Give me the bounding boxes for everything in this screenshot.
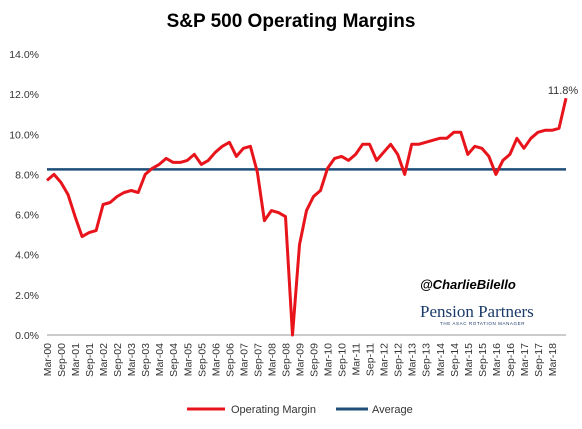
x-tick-label: Mar-12 — [379, 343, 391, 376]
watermark-logo-subtitle: THE ASAC ROTATION MANAGER — [440, 321, 525, 326]
watermark-logo: Pension Partners — [420, 302, 534, 321]
last-value-annotation: 11.8% — [548, 85, 579, 97]
x-tick-label: Sep-09 — [309, 343, 321, 377]
x-tick-label: Mar-14 — [435, 343, 447, 376]
y-axis: 0.0% 2.0% 4.0% 6.0% 8.0% 10.0% 12.0% 14.0% — [9, 49, 39, 342]
y-tick-label: 6.0% — [15, 210, 39, 222]
x-tick-label: Mar-16 — [491, 343, 503, 376]
x-tick-label: Mar-10 — [323, 343, 335, 376]
x-tick-label: Mar-17 — [519, 343, 531, 376]
legend-label-average: Average — [372, 404, 413, 416]
x-tick-label: Sep-12 — [393, 343, 405, 377]
x-tick-label: Mar-18 — [547, 343, 559, 376]
x-tick-label: Sep-02 — [112, 343, 124, 377]
x-tick-label: Sep-16 — [505, 343, 517, 377]
x-tick-label: Sep-11 — [365, 343, 377, 376]
x-tick-label: Mar-15 — [463, 343, 475, 376]
y-tick-label: 8.0% — [15, 169, 39, 181]
x-tick-label: Sep-00 — [56, 343, 68, 377]
x-tick-label: Mar-03 — [126, 343, 138, 376]
operating-margin-line — [46, 97, 568, 337]
x-tick-label: Sep-15 — [477, 343, 489, 377]
y-tick-label: 0.0% — [15, 330, 39, 342]
y-tick-label: 10.0% — [9, 129, 39, 141]
x-tick-label: Sep-10 — [337, 343, 349, 377]
x-tick-label: Mar-00 — [42, 343, 54, 376]
y-tick-label: 14.0% — [9, 49, 39, 61]
x-tick-label: Sep-01 — [84, 343, 96, 377]
x-tick-label: Mar-06 — [210, 343, 222, 376]
x-tick-label: Mar-04 — [154, 343, 166, 376]
x-tick-label: Sep-03 — [140, 343, 152, 377]
x-tick-label: Mar-05 — [182, 343, 194, 376]
legend: Operating Margin Average — [187, 404, 413, 416]
x-axis: Mar-00 Sep-00 Mar-01 Sep-01 Mar-02 Sep-02 Mar-… — [42, 343, 559, 377]
legend-label-operating-margin: Operating Margin — [231, 404, 316, 416]
x-tick-label: Sep-04 — [168, 343, 180, 377]
x-tick-label: Sep-07 — [252, 343, 264, 377]
x-tick-label: Sep-17 — [533, 343, 545, 377]
x-tick-label: Sep-05 — [196, 343, 208, 377]
watermark: @CharlieBilello Pension Partners THE ASA… — [420, 277, 534, 326]
x-tick-label: Mar-02 — [98, 343, 110, 376]
y-tick-label: 12.0% — [9, 89, 39, 101]
x-tick-label: Mar-09 — [294, 343, 306, 376]
x-tick-label: Sep-06 — [224, 343, 236, 377]
watermark-handle: @CharlieBilello — [420, 277, 516, 292]
x-tick-label: Sep-14 — [449, 343, 461, 377]
y-tick-label: 4.0% — [15, 250, 39, 262]
x-tick-label: Mar-08 — [266, 343, 278, 376]
plot-area — [46, 97, 568, 337]
x-tick-label: Mar-11 — [351, 343, 363, 376]
x-tick-label: Sep-13 — [421, 343, 433, 377]
x-tick-label: Mar-07 — [238, 343, 250, 376]
x-tick-label: Mar-13 — [407, 343, 419, 376]
chart-title: S&P 500 Operating Margins — [167, 11, 416, 32]
y-tick-label: 2.0% — [15, 290, 39, 302]
x-tick-label: Mar-01 — [70, 343, 82, 376]
x-tick-label: Sep-08 — [280, 343, 292, 377]
